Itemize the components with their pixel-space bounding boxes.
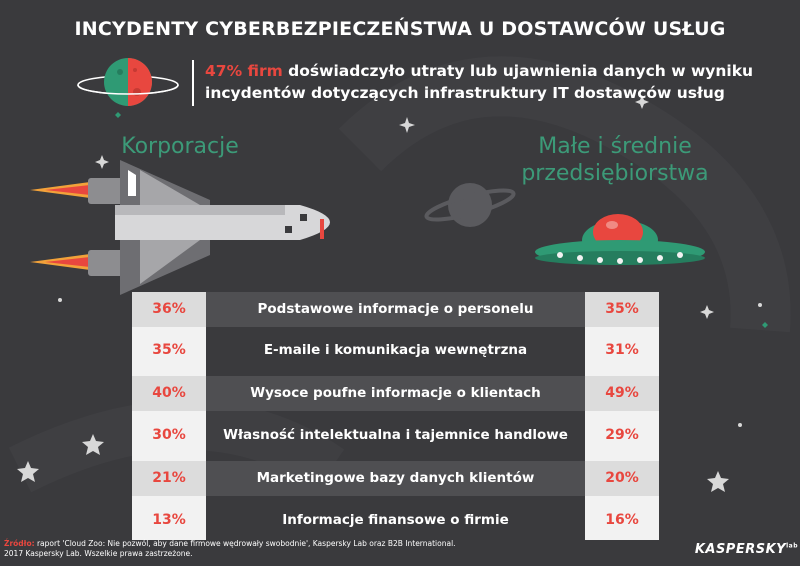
- kaspersky-logo: KASPERSKYlab: [680, 542, 798, 557]
- source-text: raport 'Cloud Zoo: Nie pozwól, aby dane …: [34, 539, 456, 548]
- right-column-background: [585, 292, 659, 540]
- table-row: 13% Informacje finansowe o firmie 16%: [132, 503, 659, 538]
- brand-suffix: lab: [786, 542, 798, 550]
- section-title-smb-line2: przedsiębiorstwa: [521, 161, 709, 186]
- row-label: Informacje finansowe o firmie: [282, 512, 509, 528]
- smb-value: 16%: [605, 512, 639, 528]
- headline-text: doświadczyło utraty lub ujawnienia danyc…: [205, 62, 754, 102]
- section-title-corporations: Korporacje: [121, 134, 239, 159]
- headline: 47% firm doświadczyło utraty lub ujawnie…: [205, 60, 765, 104]
- smb-value: 29%: [605, 427, 639, 443]
- section-title-smb: Małe i średnie przedsiębiorstwa: [495, 133, 735, 187]
- space-shuttle-icon: [30, 160, 330, 295]
- table-row: 35% E-maile i komunikacja wewnętrzna 31%: [132, 333, 659, 368]
- ufo-icon: [535, 214, 705, 265]
- row-label: Wysoce poufne informacje o klientach: [250, 385, 541, 401]
- planet-icon: [77, 58, 179, 106]
- brand-name: KASPERSKY: [694, 542, 787, 557]
- corporations-value: 13%: [152, 512, 186, 528]
- row-label: Podstawowe informacje o personelu: [257, 301, 534, 317]
- copyright-text: 2017 Kaspersky Lab. Wszelkie prawa zastr…: [4, 549, 193, 558]
- row-label: E-maile i komunikacja wewnętrzna: [263, 342, 528, 358]
- corporations-value: 35%: [152, 342, 186, 358]
- smb-value: 31%: [605, 342, 639, 358]
- corporations-value: 30%: [152, 427, 186, 443]
- section-title-smb-line1: Małe i średnie: [538, 134, 692, 159]
- corporations-value: 40%: [132, 376, 206, 411]
- corporations-value: 36%: [132, 292, 206, 327]
- source-note: Źródło: raport 'Cloud Zoo: Nie pozwól, a…: [4, 539, 564, 559]
- corporations-value: 21%: [132, 461, 206, 496]
- table-row: 30% Własność intelektualna i tajemnice h…: [132, 418, 659, 453]
- source-label: Źródło:: [4, 539, 35, 548]
- headline-highlight: 47% firm: [205, 62, 283, 80]
- star-icon: [17, 95, 729, 492]
- table-row: 21% Marketingowe bazy danych klientów 20…: [132, 461, 659, 496]
- smb-value: 35%: [585, 292, 659, 327]
- left-column-background: [132, 292, 206, 540]
- row-label: Własność intelektualna i tajemnice handl…: [223, 427, 568, 443]
- table-row: 36% Podstawowe informacje o personelu 35…: [132, 292, 659, 327]
- saturn-icon: [424, 183, 516, 227]
- row-label: Marketingowe bazy danych klientów: [256, 470, 535, 486]
- page-title: INCYDENTY CYBERBEZPIECZEŃSTWA U DOSTAWCÓ…: [74, 18, 726, 40]
- smb-value: 49%: [585, 376, 659, 411]
- headline-divider: [192, 60, 194, 106]
- smb-value: 20%: [585, 461, 659, 496]
- table-row: 40% Wysoce poufne informacje o klientach…: [132, 376, 659, 411]
